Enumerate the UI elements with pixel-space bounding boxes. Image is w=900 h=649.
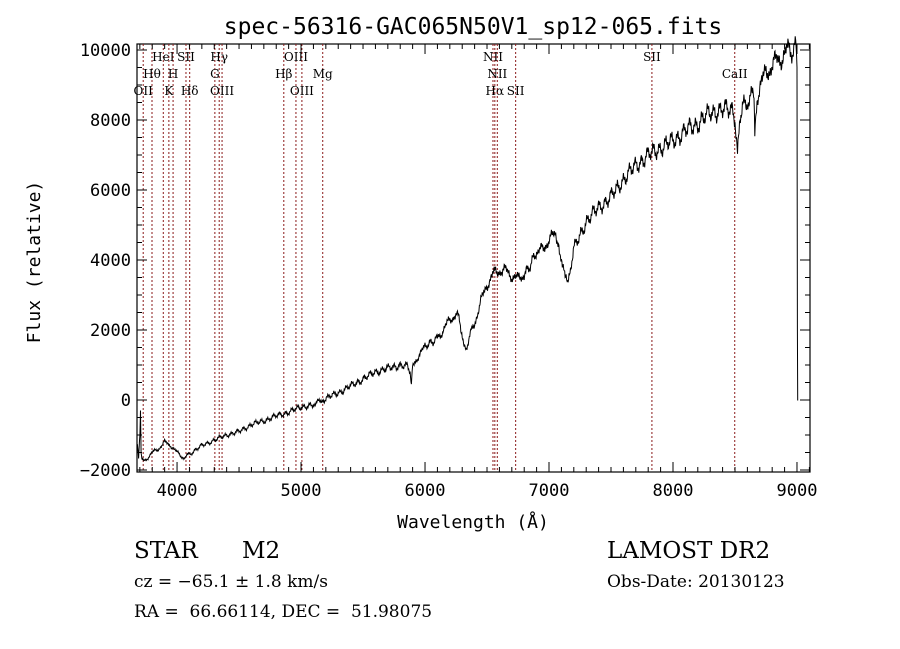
y-tick-label: 10000 [80, 41, 131, 61]
redshift-cz: cz = −65.1 ± 1.8 km/s [134, 572, 328, 592]
survey-name: LAMOST DR2 [607, 538, 771, 564]
subclass: M2 [242, 538, 281, 564]
line-marker-label: SII [507, 84, 525, 98]
x-axis-label: Wavelength (Å) [397, 511, 549, 533]
x-tick-label: 9000 [777, 481, 818, 501]
plot-frame [136, 43, 811, 473]
line-markers: OII Hθ HeI KH SII Hδ G Hγ OIII Hβ OIII OIII Mg NII Hα N… [134, 44, 748, 472]
ra-dec: RA = 66.66114, DEC = 51.98075 [134, 602, 433, 622]
obs-date: Obs-Date: 20130123 [607, 572, 785, 592]
y-tick-label: 2000 [90, 321, 131, 341]
line-marker-label: OIII [290, 84, 314, 98]
x-tick-label: 8000 [653, 481, 694, 501]
line-marker-label: NII [487, 67, 507, 81]
object-type: STAR [134, 538, 198, 564]
line-marker-label: Hα [486, 84, 505, 98]
y-tick-label: 8000 [90, 111, 131, 131]
y-tick-label: −2000 [80, 461, 131, 481]
line-marker-label: G [210, 67, 220, 81]
x-tick-label: 7000 [529, 481, 570, 501]
x-tick-label: 5000 [281, 481, 322, 501]
spectrum-line [136, 36, 799, 462]
line-marker-label: HeI [152, 50, 175, 64]
y-tick-label: 0 [121, 391, 131, 411]
chart-title: spec-56316-GAC065N50V1_sp12-065.fits [224, 14, 723, 40]
line-marker-label: Hδ [181, 84, 199, 98]
line-marker-label: Hβ [275, 67, 292, 81]
line-marker-label: Mg [313, 67, 333, 81]
line-marker-label: OII [134, 84, 154, 98]
line-marker-label: Hγ [210, 50, 228, 64]
line-marker-label: NII [483, 50, 503, 64]
x-tick-label: 4000 [157, 481, 198, 501]
line-marker-label: OIII [210, 84, 234, 98]
line-marker-label: CaII [722, 67, 748, 81]
line-marker-label: OIII [284, 50, 308, 64]
line-marker-label: SII [643, 50, 661, 64]
y-tick-label: 4000 [90, 251, 131, 271]
x-tick-label: 6000 [405, 481, 446, 501]
axis-ticks: 4000 5000 6000 7000 8000 9000 −2000 0 2000 4000 60… [80, 41, 818, 501]
y-tick-label: 6000 [90, 181, 131, 201]
line-marker-label: SII [177, 50, 195, 64]
y-axis-label: Flux (relative) [24, 181, 45, 344]
line-marker-label: K [164, 84, 174, 98]
line-marker-label: Hθ [143, 67, 161, 81]
line-marker-label: H [168, 67, 178, 81]
